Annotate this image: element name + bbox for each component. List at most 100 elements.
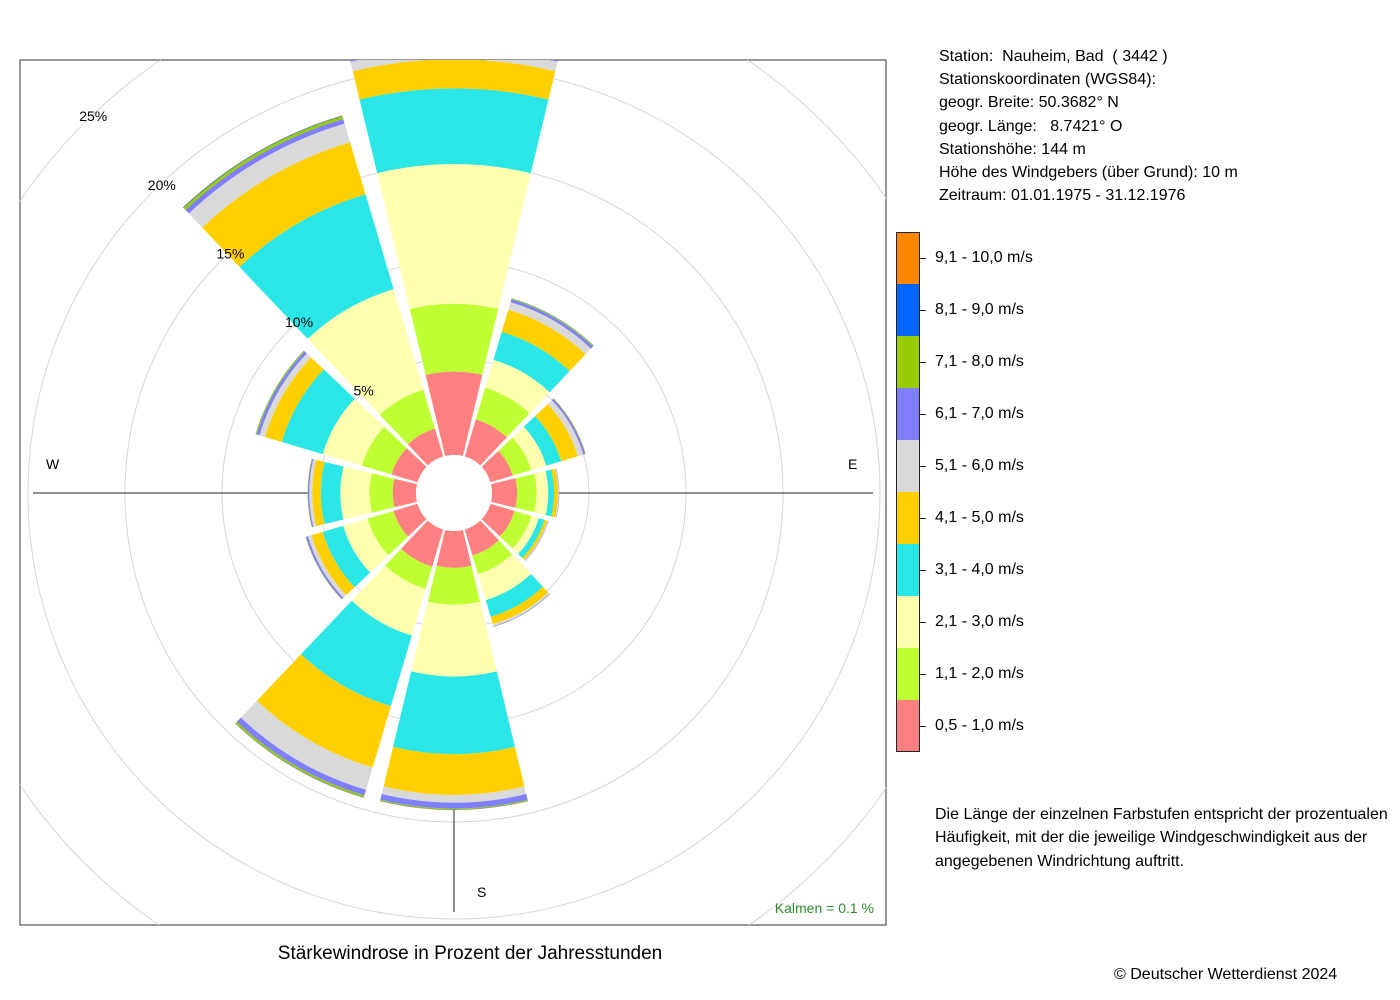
sector-210-class-4: [300, 600, 412, 707]
sector-270-class-2: [369, 473, 395, 513]
sector-210-class-7: [236, 717, 367, 796]
copyright: © Deutscher Wetterdienst 2024: [1114, 966, 1338, 983]
sector-150-class-5: [490, 586, 549, 625]
sector-270-class-8: [307, 458, 312, 528]
sector-240-class-1: [393, 503, 427, 537]
legend-item: 5,1 - 6,0 m/s: [896, 440, 1146, 492]
sector-300-class-6: [259, 353, 312, 438]
sector-120-class-2: [499, 510, 532, 549]
sector-60-class-6: [547, 400, 584, 457]
legend-label: 1,1 - 2,0 m/s: [935, 665, 1024, 682]
sector-270-class-7: [307, 458, 314, 528]
sector-0-class-6: [350, 60, 558, 72]
legend-tick: [920, 622, 926, 623]
sector-180-class-10: [380, 801, 528, 810]
sector-0-class-2: [409, 303, 499, 375]
legend-label: 8,1 - 9,0 m/s: [935, 301, 1024, 318]
sector-120-class-1: [481, 503, 515, 537]
sector-150-class-1: [464, 520, 499, 556]
calm-circle: [416, 455, 492, 531]
legend-tick: [920, 362, 926, 363]
sector-300-class-3: [322, 398, 385, 466]
sector-180-class-3: [411, 601, 497, 677]
sector-240-class-6: [307, 535, 347, 598]
sector-30-class-4: [493, 331, 570, 393]
sector-150-class-3: [478, 554, 531, 601]
sector-0-class-10: [349, 42, 559, 55]
sector-240-class-3: [343, 518, 389, 573]
legend-tick: [920, 310, 926, 311]
legend-item: 7,1 - 8,0 m/s: [896, 336, 1146, 388]
anemometer-height: Höhe des Windgebers (über Grund): 10 m: [939, 164, 1238, 182]
legend-label: 4,1 - 5,0 m/s: [935, 509, 1024, 526]
sector-210-class-6: [240, 700, 373, 790]
chart-title: Stärkewindrose in Prozent der Jahresstun…: [277, 943, 663, 964]
legend-swatch: [896, 596, 920, 648]
sector-90-class-4: [545, 469, 555, 517]
sector-210-class-1: [401, 520, 444, 567]
station-info: Station: Nauheim, Bad ( 3442 ) Stationsk…: [939, 45, 1238, 207]
legend-label: 9,1 - 10,0 m/s: [935, 249, 1033, 266]
legend-swatch: [896, 284, 920, 336]
legend-tick: [920, 570, 926, 571]
sector-60-class-5: [535, 404, 578, 462]
direction-label-s: S: [477, 884, 486, 900]
sector-90-class-1: [490, 478, 518, 508]
sector-210-class-5: [256, 654, 391, 768]
note-line-3: angegebenen Windrichtung auftritt.: [935, 852, 1185, 870]
sector-300-class-7: [256, 351, 307, 436]
sector-60-class-3: [512, 426, 547, 471]
sector-180-class-2: [427, 565, 481, 605]
sector-30-class-5: [501, 309, 586, 372]
legend-item: 9,1 - 10,0 m/s: [896, 232, 1146, 284]
sector-210-class-2: [385, 548, 433, 589]
sector-180-class-5: [383, 746, 525, 795]
sector-300-class-4: [281, 369, 355, 455]
ring-label-5: 25%: [79, 108, 107, 124]
sector-330-class-6: [188, 123, 351, 228]
sector-300-class-2: [361, 426, 407, 475]
sector-60-class-1: [481, 450, 513, 483]
sector-330-class-4: [239, 194, 394, 339]
legend-label: 7,1 - 8,0 m/s: [935, 353, 1024, 370]
sector-90-class-7: [556, 468, 560, 518]
sector-120-class-4: [518, 518, 545, 558]
sector-210-class-3: [351, 565, 426, 636]
sector-0-class-5: [352, 60, 556, 100]
legend-item: 4,1 - 5,0 m/s: [896, 492, 1146, 544]
station-longitude: geogr. Länge: 8.7421° O: [939, 117, 1123, 135]
sector-180-class-1: [436, 529, 472, 568]
sector-0-class-7: [350, 60, 558, 62]
station-name: Station: Nauheim, Bad ( 3442 ): [939, 48, 1168, 65]
sector-240-class-2: [367, 510, 409, 556]
sector-0-class-3: [377, 164, 531, 309]
sector-30-class-3: [485, 359, 550, 414]
sector-60-class-7: [551, 398, 586, 455]
legend-label: 3,1 - 4,0 m/s: [935, 561, 1024, 578]
legend-tick: [920, 674, 926, 675]
sector-150-class-6: [492, 592, 550, 627]
sector-0-class-8: [349, 43, 559, 57]
sector-270-class-1: [392, 478, 418, 508]
sector-180-class-4: [393, 671, 515, 755]
sector-0-class-9: [349, 42, 559, 55]
sector-0-class-4: [359, 88, 549, 174]
sector-270-class-5: [312, 459, 325, 527]
legend-swatch: [896, 700, 920, 752]
station-elevation: Stationshöhe: 144 m: [939, 140, 1086, 158]
direction-label-e: E: [848, 456, 857, 472]
sector-330-class-2: [379, 389, 435, 445]
legend-swatch: [896, 648, 920, 700]
sector-300-class-1: [391, 448, 427, 483]
calm-label: Kalmen = 0.1 %: [775, 900, 874, 916]
legend-item: 8,1 - 9,0 m/s: [896, 284, 1146, 336]
sector-90-class-5: [551, 468, 558, 518]
sector-30-class-1: [464, 419, 507, 466]
legend-swatch: [896, 336, 920, 388]
sector-300-class-5: [265, 357, 324, 442]
station-coordinates-heading: Stationskoordinaten (WGS84):: [939, 71, 1156, 89]
legend-tick: [920, 518, 926, 519]
sector-30-class-6: [508, 302, 591, 355]
legend-label: 6,1 - 7,0 m/s: [935, 405, 1024, 422]
